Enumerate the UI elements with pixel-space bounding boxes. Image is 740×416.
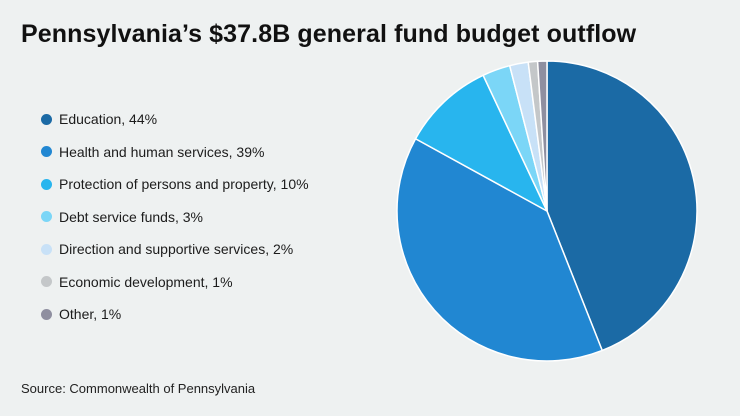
legend-label: Economic development, 1% [59,273,233,290]
chart-title: Pennsylvania’s $37.8B general fund budge… [21,20,637,48]
legend-swatch [41,211,52,223]
legend-swatch [41,113,52,125]
legend-label: Debt service funds, 3% [59,208,203,225]
chart-legend: Education, 44% Health and human services… [41,103,309,331]
legend-item-debt-service: Debt service funds, 3% [41,201,309,234]
legend-item-direction-support: Direction and supportive services, 2% [41,233,309,266]
legend-label: Other, 1% [59,306,122,323]
legend-item-education: Education, 44% [41,103,309,136]
legend-label: Health and human services, 39% [59,143,265,160]
pie-slice-6 [536,60,548,212]
source-note: Source: Commonwealth of Pennsylvania [21,381,256,396]
pie-slice-1 [396,137,603,362]
legend-item-protection: Protection of persons and property, 10% [41,168,309,201]
legend-swatch [41,276,52,288]
legend-swatch [41,178,52,190]
legend-label: Protection of persons and property, 10% [59,176,309,193]
legend-label: Direction and supportive services, 2% [59,241,294,258]
legend-label: Education, 44% [59,111,158,128]
pie-slice-2 [414,74,548,212]
legend-swatch [41,243,52,255]
legend-item-economic-development: Economic development, 1% [41,266,309,299]
legend-swatch [41,146,52,158]
legend-item-other: Other, 1% [41,298,309,331]
legend-swatch [41,308,52,320]
pie-slice-0 [546,60,698,352]
legend-item-health-human-services: Health and human services, 39% [41,136,309,169]
